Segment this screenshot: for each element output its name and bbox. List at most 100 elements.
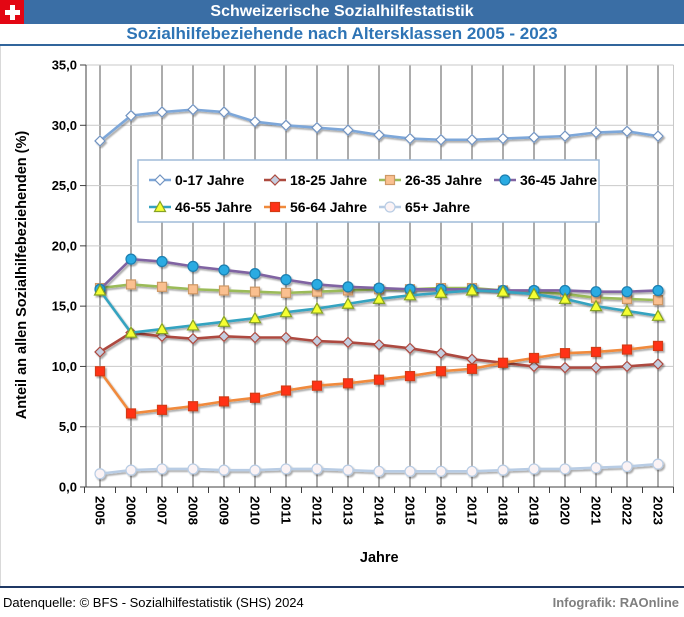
series-56-64-jahre <box>94 340 664 419</box>
series-46-55-jahre <box>93 283 665 338</box>
legend: 0-17 Jahre 18-25 Jahre 26-35 Jahre 36-45 Ja… <box>137 159 600 223</box>
data-point-marker <box>620 304 634 317</box>
data-point-marker <box>589 299 603 312</box>
data-point-marker <box>311 121 323 134</box>
x-tick-label: 2007 <box>155 496 170 525</box>
data-point-marker <box>125 464 137 476</box>
data-point-marker <box>156 255 168 268</box>
data-point-marker <box>248 311 262 324</box>
data-point-marker <box>125 253 137 265</box>
data-point-marker <box>404 132 416 145</box>
y-tick-label: 35,0 <box>52 58 77 73</box>
data-point-marker <box>155 322 169 335</box>
axes: 0,0 5,0 10,0 15,0 20,0 25,0 30,0 35,0 2005 2006 20… <box>14 58 674 566</box>
series-65-jahre <box>94 458 664 480</box>
data-point-marker <box>373 129 385 141</box>
data-point-marker <box>249 464 261 476</box>
data-point-marker <box>280 119 292 132</box>
data-point-marker <box>373 465 385 477</box>
data-point-marker <box>466 353 478 366</box>
data-point-marker <box>156 404 168 415</box>
data-point-marker <box>621 344 633 355</box>
infographic-credit: Infografik: RAOnline <box>552 595 679 610</box>
y-tick-label: 5,0 <box>59 419 77 434</box>
data-point-marker <box>373 338 385 351</box>
x-axis-title: Jahre <box>360 550 399 566</box>
data-point-marker <box>528 352 540 364</box>
data-point-marker <box>652 340 664 352</box>
data-point-marker <box>528 131 540 144</box>
series-18-25-jahre <box>94 326 664 374</box>
y-tick-label: 20,0 <box>52 238 77 253</box>
data-point-marker <box>93 283 107 296</box>
chart-title: Sozialhilfebeziehende nach Altersklassen… <box>0 24 684 46</box>
data-point-marker <box>125 109 137 122</box>
data-point-marker <box>249 115 261 128</box>
data-point-marker <box>372 292 386 305</box>
data-point-marker <box>559 361 571 374</box>
legend-label: 26-35 Jahre <box>405 172 482 188</box>
x-tick-label: 2021 <box>589 496 604 525</box>
x-tick-label: 2018 <box>496 496 511 525</box>
x-tick-label: 2009 <box>217 496 232 525</box>
y-axis-title: Anteil an allen Sozialhilfebeziehenden (… <box>14 131 30 420</box>
x-tick-label: 2005 <box>93 496 108 525</box>
data-point-marker <box>590 361 602 374</box>
data-point-marker <box>187 401 199 412</box>
y-tick-label: 10,0 <box>52 359 77 374</box>
data-point-marker <box>497 464 509 476</box>
data-point-marker <box>280 385 292 396</box>
data-point-marker <box>465 283 479 296</box>
x-tick-label: 2012 <box>310 496 325 525</box>
app-title: Schweizerische Sozialhilfestatistik <box>210 3 474 20</box>
flag-cross-horizontal <box>4 9 20 15</box>
data-point-marker <box>384 174 396 186</box>
year-droplines <box>99 65 659 487</box>
x-tick-label: 2016 <box>434 496 449 525</box>
data-point-marker <box>528 360 540 373</box>
data-point-marker <box>124 325 138 338</box>
data-point-marker <box>217 315 231 327</box>
x-tick-label: 2006 <box>124 496 139 525</box>
data-point-marker <box>590 286 602 298</box>
data-point-marker <box>435 366 447 377</box>
data-point-marker <box>94 346 106 358</box>
data-point-marker <box>125 408 137 419</box>
data-point-marker <box>153 200 167 213</box>
x-tick-label: 2015 <box>403 496 418 525</box>
legend-item-36-45-jahre: 36-45 Jahre <box>494 172 597 188</box>
x-tick-label: 2011 <box>279 496 294 524</box>
data-point-marker <box>466 465 478 477</box>
data-point-marker <box>652 458 664 470</box>
data-point-marker <box>187 332 199 345</box>
x-tick-label: 2013 <box>341 496 356 525</box>
legend-item-26-35-jahre: 26-35 Jahre <box>379 172 482 188</box>
legend-label: 46-55 Jahre <box>175 199 252 215</box>
data-point-marker <box>435 347 447 360</box>
data-point-marker <box>269 174 281 186</box>
legend-label: 56-64 Jahre <box>290 199 367 215</box>
data-point-marker <box>280 463 292 475</box>
data-point-marker <box>403 288 417 301</box>
y-tick-label: 15,0 <box>52 299 77 314</box>
data-point-marker <box>187 463 199 475</box>
data-point-marker <box>156 106 168 118</box>
data-point-marker <box>466 363 478 374</box>
data-point-marker <box>466 133 478 146</box>
data-point-marker <box>590 462 602 474</box>
data-point-marker <box>249 392 261 403</box>
data-point-marker <box>558 292 572 305</box>
data-point-marker <box>652 358 664 370</box>
line-chart: 0,0 5,0 10,0 15,0 20,0 25,0 30,0 35,0 2005 2006 20… <box>14 58 674 566</box>
data-point-marker <box>218 330 230 343</box>
data-point-marker <box>187 284 199 295</box>
data-point-marker <box>404 370 416 382</box>
data-point-marker <box>621 286 633 298</box>
legend-item-56-64-jahre: 56-64 Jahre <box>264 199 367 215</box>
data-point-marker <box>280 331 292 344</box>
data-point-marker <box>156 463 168 475</box>
data-point-marker <box>384 201 396 213</box>
data-point-marker <box>559 130 571 142</box>
legend-item-46-55-jahre: 46-55 Jahre <box>149 199 252 215</box>
data-point-marker <box>249 331 261 344</box>
